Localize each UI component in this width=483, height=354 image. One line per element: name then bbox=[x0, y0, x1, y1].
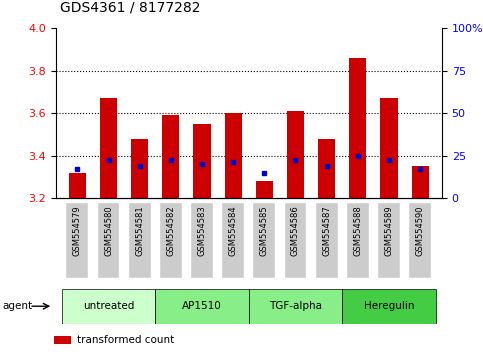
FancyBboxPatch shape bbox=[222, 203, 244, 278]
Text: GSM554589: GSM554589 bbox=[384, 205, 394, 256]
Bar bbox=[100, 98, 117, 198]
Bar bbox=[69, 173, 86, 198]
Bar bbox=[162, 115, 179, 198]
Text: Heregulin: Heregulin bbox=[364, 301, 414, 311]
Text: GSM554585: GSM554585 bbox=[260, 205, 269, 256]
Bar bbox=[54, 336, 71, 344]
Text: GDS4361 / 8177282: GDS4361 / 8177282 bbox=[60, 0, 201, 14]
FancyBboxPatch shape bbox=[284, 203, 306, 278]
Text: GSM554590: GSM554590 bbox=[416, 205, 425, 256]
Text: GSM554588: GSM554588 bbox=[353, 205, 362, 256]
Text: agent: agent bbox=[2, 301, 32, 311]
Bar bbox=[381, 98, 398, 198]
Bar bbox=[287, 111, 304, 198]
FancyBboxPatch shape bbox=[316, 203, 338, 278]
Text: GSM554587: GSM554587 bbox=[322, 205, 331, 256]
Text: GSM554583: GSM554583 bbox=[198, 205, 207, 256]
Bar bbox=[412, 166, 429, 198]
FancyBboxPatch shape bbox=[347, 203, 369, 278]
FancyBboxPatch shape bbox=[342, 289, 436, 324]
Bar bbox=[349, 58, 367, 198]
Text: GSM554580: GSM554580 bbox=[104, 205, 113, 256]
FancyBboxPatch shape bbox=[129, 203, 151, 278]
Text: GSM554582: GSM554582 bbox=[166, 205, 175, 256]
FancyBboxPatch shape bbox=[409, 203, 431, 278]
Bar bbox=[131, 139, 148, 198]
FancyBboxPatch shape bbox=[98, 203, 119, 278]
Text: transformed count: transformed count bbox=[77, 335, 174, 344]
Bar bbox=[318, 139, 335, 198]
FancyBboxPatch shape bbox=[155, 289, 249, 324]
FancyBboxPatch shape bbox=[254, 203, 275, 278]
Bar bbox=[193, 124, 211, 198]
Text: TGF-alpha: TGF-alpha bbox=[269, 301, 322, 311]
FancyBboxPatch shape bbox=[160, 203, 182, 278]
Text: GSM554581: GSM554581 bbox=[135, 205, 144, 256]
FancyBboxPatch shape bbox=[62, 289, 155, 324]
Bar bbox=[225, 113, 242, 198]
Text: AP1510: AP1510 bbox=[182, 301, 222, 311]
FancyBboxPatch shape bbox=[378, 203, 400, 278]
Text: GSM554584: GSM554584 bbox=[228, 205, 238, 256]
FancyBboxPatch shape bbox=[191, 203, 213, 278]
Text: GSM554586: GSM554586 bbox=[291, 205, 300, 256]
FancyBboxPatch shape bbox=[67, 203, 88, 278]
Text: GSM554579: GSM554579 bbox=[73, 205, 82, 256]
Text: untreated: untreated bbox=[83, 301, 134, 311]
FancyBboxPatch shape bbox=[249, 289, 342, 324]
Bar bbox=[256, 181, 273, 198]
